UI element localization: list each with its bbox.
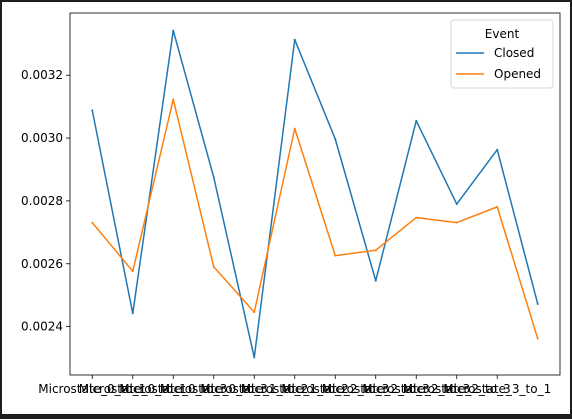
data-point-closed-2 — [172, 29, 175, 32]
x-tick-label: Microstate_2_to_3 — [362, 382, 470, 396]
y-axis: 0.0024 0.0026 0.0028 0.0030 0.0032 — [21, 68, 70, 334]
data-point-opened-0 — [91, 221, 94, 224]
x-tick-label: Microstate_1_to_2 — [241, 382, 349, 396]
x-tick-label: Microstate_3_to_1 — [443, 382, 551, 396]
x-tick-label: Microstate_0_to_3 — [119, 382, 227, 396]
data-point-opened-11 — [536, 337, 539, 340]
chart-figure: 0.0024 0.0026 0.0028 0.0030 0.0032 Microstat… — [2, 2, 570, 414]
x-tick-label: Microstate_2_to_3 — [403, 382, 511, 396]
legend-title: Event — [485, 27, 520, 41]
series-line-closed — [91, 29, 539, 359]
y-tick-label: 0.0032 — [21, 68, 63, 82]
plot-frame — [69, 12, 561, 376]
series-line-opened — [91, 98, 539, 339]
data-point-closed-8 — [415, 119, 418, 122]
data-point-closed-3 — [212, 176, 215, 179]
data-point-opened-3 — [212, 265, 215, 268]
data-point-closed-5 — [293, 38, 296, 41]
data-point-closed-10 — [496, 148, 499, 151]
x-tick-label: Microstate_0_to_3 — [160, 382, 268, 396]
data-point-opened-8 — [415, 216, 418, 219]
line-chart: 0.0024 0.0026 0.0028 0.0030 0.0032 Microstat… — [21, 12, 561, 396]
x-axis: Microstate_0_to_1Microstate_0_to_1Micros… — [38, 375, 551, 396]
legend-label-closed: Closed — [494, 46, 534, 60]
legend-label-opened: Opened — [494, 67, 541, 81]
x-tick-label: Microstate_1_to_2 — [200, 382, 308, 396]
data-point-closed-7 — [374, 279, 377, 282]
data-point-opened-7 — [374, 249, 377, 252]
data-point-closed-1 — [131, 312, 134, 315]
data-point-closed-0 — [91, 109, 94, 112]
data-point-opened-2 — [172, 98, 175, 101]
y-tick-label: 0.0024 — [21, 320, 63, 334]
data-point-closed-6 — [334, 138, 337, 141]
data-point-opened-5 — [293, 127, 296, 130]
data-point-opened-10 — [496, 205, 499, 208]
x-tick-label: Microstate_2_to_3 — [322, 382, 430, 396]
data-point-closed-11 — [536, 302, 539, 305]
x-tick-label: Microstate_2_to_3 — [281, 382, 389, 396]
x-tick-label: Microstate_0_to_1 — [79, 382, 187, 396]
data-point-opened-1 — [131, 270, 134, 273]
data-point-closed-9 — [455, 203, 458, 206]
x-tick-label: Microstate_0_to_1 — [38, 382, 146, 396]
series-layer — [91, 29, 539, 359]
data-point-closed-4 — [253, 356, 256, 359]
legend: Event Closed Opened — [450, 19, 554, 89]
y-tick-label: 0.0030 — [21, 131, 63, 145]
data-point-opened-9 — [455, 221, 458, 224]
data-point-opened-6 — [334, 254, 337, 257]
data-point-opened-4 — [253, 311, 256, 314]
legend-box — [450, 19, 554, 89]
y-tick-label: 0.0028 — [21, 194, 63, 208]
y-tick-label: 0.0026 — [21, 257, 63, 271]
